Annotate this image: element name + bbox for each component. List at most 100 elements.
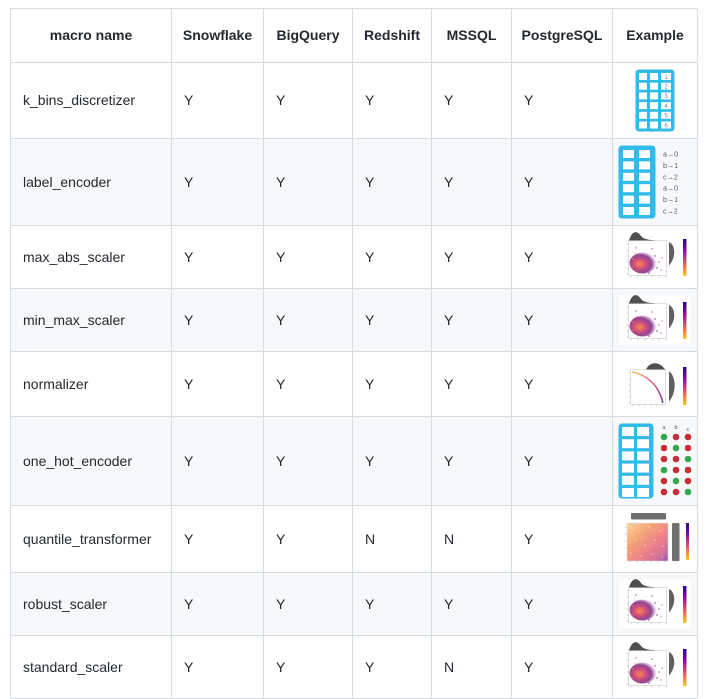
support-cell-snowflake: Y (171, 288, 264, 352)
column-header-redshift: Redshift (352, 8, 432, 63)
macro-name-cell: one_hot_encoder (10, 416, 172, 506)
support-cell-snowflake: Y (171, 351, 264, 417)
support-cell-postgresql: Y (511, 62, 613, 139)
support-cell-snowflake: Y (171, 416, 264, 506)
table-row-normalizer: normalizer Y Y Y Y Y (10, 351, 698, 417)
example-cell (612, 635, 698, 699)
quantile-transformer-example-icon (618, 512, 696, 566)
scatter-points (635, 247, 663, 274)
column-header-example: Example (612, 8, 698, 63)
column-label-a: a (662, 425, 666, 431)
support-cell-redshift: Y (352, 572, 432, 636)
table-row-max_abs_scaler: max_abs_scaler Y Y Y Y Y (10, 225, 698, 289)
axis-ticks (626, 653, 667, 688)
macro-name-cell: k_bins_discretizer (10, 62, 172, 139)
column-header-bigquery: BigQuery (263, 8, 353, 63)
axis-ticks (626, 590, 667, 625)
column-header-snowflake: Snowflake (171, 8, 264, 63)
bin-label: 1 (664, 75, 668, 81)
bin-label: 6 (664, 123, 668, 129)
macro-name-cell: standard_scaler (10, 635, 172, 699)
support-cell-mssql: Y (431, 62, 512, 139)
support-cell-mssql: N (431, 505, 512, 573)
label-mappings: a→0 b→1 c→2 a→0 b→1 c→2 (663, 150, 678, 216)
support-cell-mssql: Y (431, 288, 512, 352)
axis-ticks (628, 372, 664, 407)
macro-support-table: macro name Snowflake BigQuery Redshift MSSQL… (10, 8, 698, 699)
support-cell-redshift: Y (352, 138, 432, 226)
column-header-postgresql: PostgreSQL (511, 8, 613, 63)
macro-support-table-container: macro name Snowflake BigQuery Redshift MSSQL… (10, 8, 698, 699)
scatter-blob (629, 599, 657, 621)
example-cell (612, 288, 698, 352)
support-cell-snowflake: Y (171, 225, 264, 289)
top-density-histogram (646, 363, 665, 370)
scatter-points-orange (631, 662, 639, 684)
macro-name-cell: min_max_scaler (10, 288, 172, 352)
support-cell-snowflake: Y (171, 62, 264, 139)
header-row: macro name Snowflake BigQuery Redshift MSSQL… (10, 8, 698, 63)
scatter-blob (629, 662, 657, 684)
support-cell-bigquery: Y (263, 288, 353, 352)
support-cell-redshift: Y (352, 288, 432, 352)
column-label-b: b (674, 425, 677, 431)
support-cell-mssql: Y (431, 225, 512, 289)
axis-ticks (625, 526, 666, 563)
support-cell-bigquery: Y (263, 416, 353, 506)
right-density-curve (669, 652, 675, 676)
scaler-scatter-example-icon (619, 642, 691, 692)
bin-label: 4 (664, 104, 668, 110)
support-cell-snowflake: Y (171, 505, 264, 573)
support-cell-bigquery: Y (263, 62, 353, 139)
support-cell-redshift: Y (352, 635, 432, 699)
mapping-label: a→0 (663, 150, 678, 159)
mapping-label: a→0 (663, 184, 678, 193)
colorbar (683, 586, 687, 623)
top-bar (631, 513, 666, 520)
scaler-scatter-example-icon (619, 295, 691, 345)
normalized-arc-curve (632, 371, 664, 405)
right-bar (672, 523, 680, 561)
onehot-column-labels: a b c (662, 425, 689, 433)
mapping-label: c→2 (663, 172, 678, 181)
support-cell-redshift: N (352, 505, 432, 573)
scatter-points (635, 657, 663, 684)
support-cell-snowflake: Y (171, 138, 264, 226)
scatter-points (635, 594, 663, 621)
mapping-label: b→1 (663, 161, 678, 170)
scatter-points-orange (631, 252, 639, 274)
table-row-label_encoder: label_encoder Y Y Y Y Y a→0 b→1 c→2 a→0 b→1 c… (10, 138, 698, 226)
label-table-grid (623, 150, 650, 215)
uniform-scatter-square (626, 522, 669, 562)
example-cell: a b c (612, 416, 698, 506)
onehot-dot-matrix (660, 433, 692, 496)
support-cell-bigquery: Y (263, 635, 353, 699)
example-cell (612, 225, 698, 289)
top-density-histogram (629, 232, 655, 241)
scaler-scatter-example-icon (619, 232, 691, 282)
bin-label: 5 (664, 114, 668, 120)
support-cell-bigquery: Y (263, 505, 353, 573)
example-cell (612, 505, 698, 573)
right-density-curve (669, 589, 675, 613)
support-cell-mssql: Y (431, 351, 512, 417)
support-cell-postgresql: Y (511, 416, 613, 506)
support-cell-postgresql: Y (511, 505, 613, 573)
bin-label: 2 (664, 85, 668, 91)
scatter-blob (629, 252, 657, 274)
support-cell-redshift: Y (352, 225, 432, 289)
column-label-c: c (687, 427, 690, 433)
support-cell-mssql: Y (431, 138, 512, 226)
example-cell (612, 351, 698, 417)
table-row-min_max_scaler: min_max_scaler Y Y Y Y Y (10, 288, 698, 352)
normalizer-curve-example-icon (619, 358, 691, 410)
support-cell-redshift: Y (352, 62, 432, 139)
axis-ticks (626, 243, 667, 278)
column-header-macro: macro name (10, 8, 172, 63)
support-cell-postgresql: Y (511, 288, 613, 352)
axis-ticks (626, 306, 667, 341)
scatter-noise (630, 526, 664, 558)
mapping-label: c→2 (663, 207, 678, 216)
support-cell-snowflake: Y (171, 635, 264, 699)
support-cell-snowflake: Y (171, 572, 264, 636)
